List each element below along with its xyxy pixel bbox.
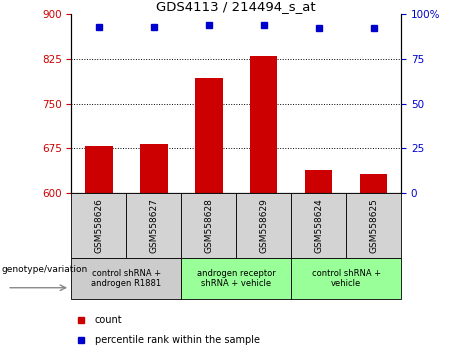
Bar <box>291 193 346 258</box>
Bar <box>236 193 291 258</box>
Text: count: count <box>95 315 122 325</box>
Text: GSM558625: GSM558625 <box>369 198 378 253</box>
Text: percentile rank within the sample: percentile rank within the sample <box>95 335 260 345</box>
Bar <box>360 174 387 193</box>
Text: GSM558627: GSM558627 <box>149 198 159 253</box>
Bar <box>291 258 401 299</box>
Text: genotype/variation: genotype/variation <box>1 265 88 274</box>
Bar <box>181 193 236 258</box>
Bar <box>346 193 401 258</box>
Bar <box>250 56 278 193</box>
Bar <box>181 258 291 299</box>
Text: GSM558626: GSM558626 <box>95 198 103 253</box>
Text: control shRNA +
vehicle: control shRNA + vehicle <box>312 269 381 289</box>
Bar <box>140 144 168 193</box>
Text: GSM558628: GSM558628 <box>204 198 213 253</box>
Title: GDS4113 / 214494_s_at: GDS4113 / 214494_s_at <box>156 0 316 13</box>
Bar <box>71 258 181 299</box>
Bar <box>126 193 181 258</box>
Bar <box>71 193 126 258</box>
Text: GSM558629: GSM558629 <box>259 198 268 253</box>
Bar <box>195 78 223 193</box>
Text: GSM558624: GSM558624 <box>314 198 323 253</box>
Bar <box>305 170 332 193</box>
Text: control shRNA +
androgen R1881: control shRNA + androgen R1881 <box>91 269 161 289</box>
Bar <box>85 147 112 193</box>
Text: androgen receptor
shRNA + vehicle: androgen receptor shRNA + vehicle <box>197 269 276 289</box>
